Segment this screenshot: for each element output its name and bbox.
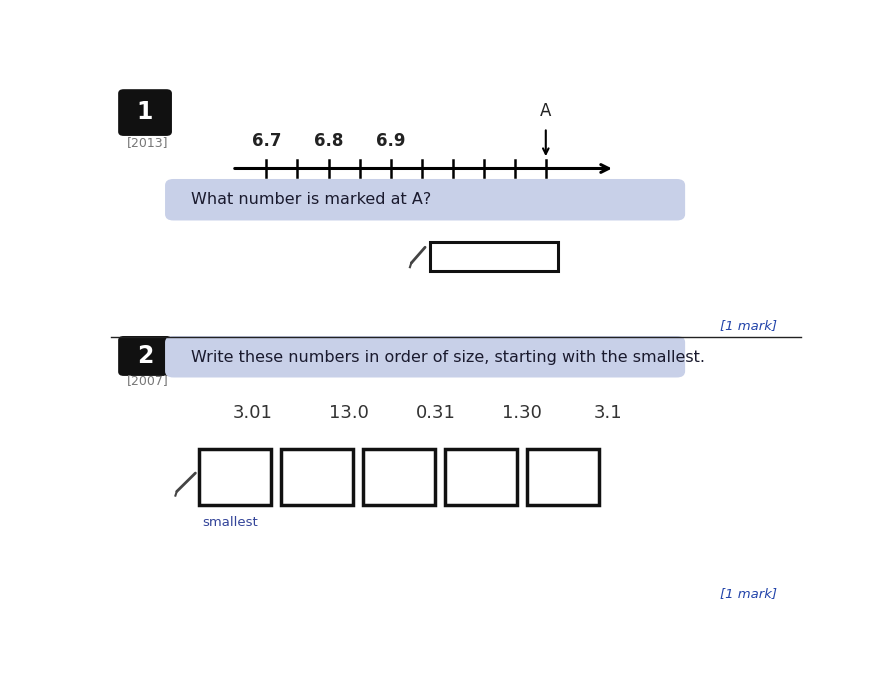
Bar: [445, 449, 517, 505]
Text: 13.0: 13.0: [329, 404, 369, 421]
Text: 6.8: 6.8: [314, 132, 344, 150]
Text: 2: 2: [137, 344, 153, 368]
Text: [2013]: [2013]: [126, 136, 168, 149]
FancyBboxPatch shape: [118, 336, 172, 376]
Text: 6.9: 6.9: [376, 132, 405, 150]
Text: Write these numbers in order of size, starting with the smallest.: Write these numbers in order of size, st…: [190, 349, 705, 364]
Bar: [281, 449, 352, 505]
Text: [2007]: [2007]: [126, 374, 168, 387]
Bar: [527, 449, 599, 505]
Text: [1 mark]: [1 mark]: [720, 587, 777, 600]
Text: 1: 1: [137, 100, 153, 124]
Text: A: A: [540, 102, 552, 120]
Text: What number is marked at A?: What number is marked at A?: [190, 192, 431, 207]
FancyBboxPatch shape: [118, 89, 172, 136]
Bar: [363, 449, 434, 505]
Text: smallest: smallest: [202, 516, 258, 529]
FancyBboxPatch shape: [165, 336, 685, 378]
Bar: [430, 242, 557, 271]
Text: 3.01: 3.01: [232, 404, 272, 421]
Text: 6.7: 6.7: [252, 132, 281, 150]
FancyBboxPatch shape: [165, 179, 685, 220]
Text: 1.30: 1.30: [502, 404, 542, 421]
Text: 3.1: 3.1: [594, 404, 622, 421]
Text: [1 mark]: [1 mark]: [720, 319, 777, 332]
Bar: [198, 449, 271, 505]
Text: 0.31: 0.31: [416, 404, 456, 421]
